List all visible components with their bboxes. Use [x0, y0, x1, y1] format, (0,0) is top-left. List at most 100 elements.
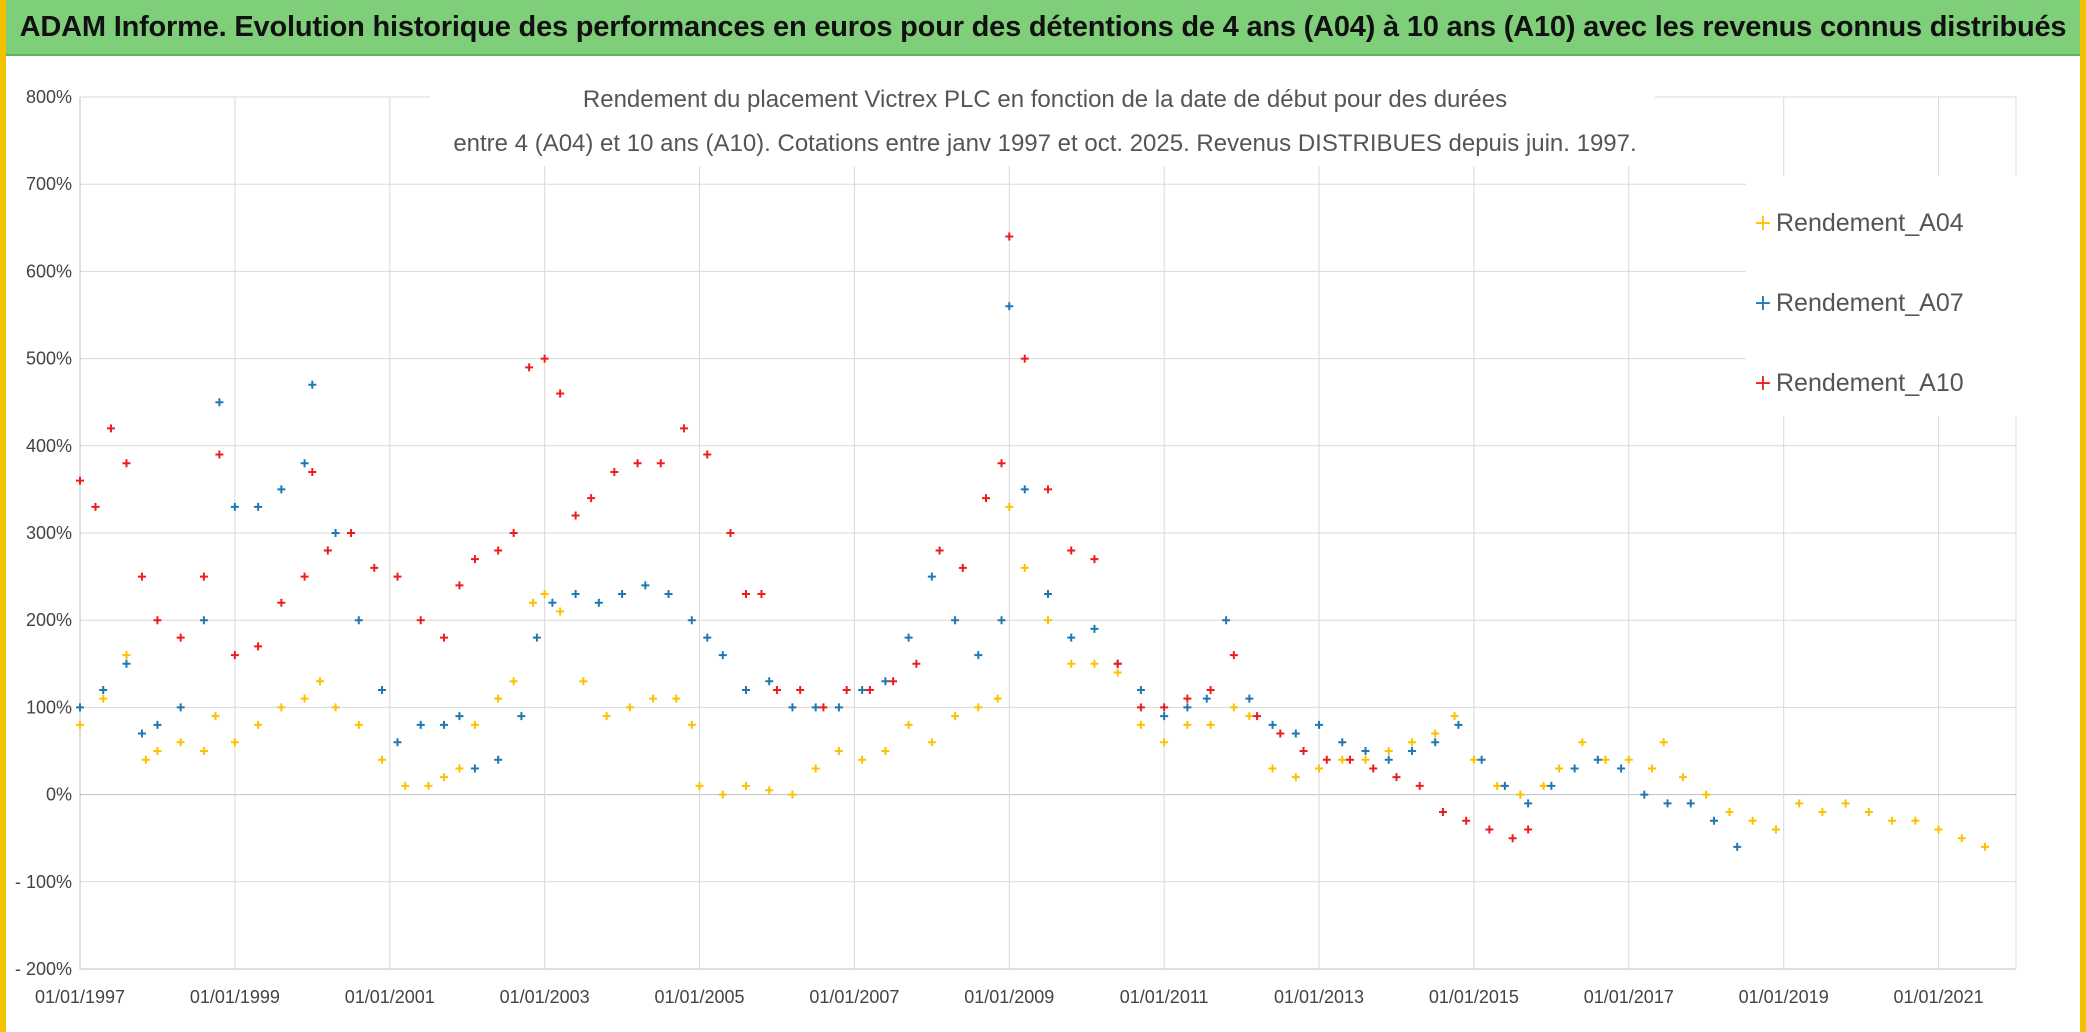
- point-a07: [834, 703, 843, 712]
- point-a07: [1361, 747, 1370, 755]
- point-a10: [1485, 825, 1494, 834]
- point-a04: [687, 720, 696, 729]
- point-a04: [254, 720, 263, 729]
- point-a04: [718, 790, 727, 799]
- chart-title-backdrop: [430, 82, 1655, 166]
- point-a07: [1136, 685, 1145, 694]
- point-a10: [76, 476, 84, 485]
- x-tick-label: 01/01/1999: [190, 987, 280, 1007]
- point-a04: [649, 694, 658, 703]
- point-a07: [1384, 755, 1393, 764]
- point-a07: [974, 651, 983, 660]
- point-a10: [509, 529, 518, 537]
- x-tick-label: 01/01/2015: [1429, 987, 1519, 1007]
- point-a07: [1338, 738, 1347, 747]
- series-a07: [76, 302, 1742, 851]
- point-a04: [1469, 755, 1478, 764]
- point-a10: [215, 450, 224, 459]
- point-a04: [1067, 659, 1076, 668]
- point-a04: [1206, 720, 1215, 729]
- point-a10: [153, 616, 162, 625]
- point-a04: [1702, 790, 1711, 799]
- point-a07: [571, 590, 580, 599]
- point-a04: [1338, 755, 1347, 764]
- point-a04: [1493, 781, 1502, 790]
- x-tick-label: 01/01/2001: [345, 987, 435, 1007]
- point-a07: [641, 581, 650, 590]
- point-a10: [254, 642, 263, 651]
- point-a04: [741, 781, 750, 790]
- point-a04: [277, 703, 286, 712]
- point-a10: [230, 651, 239, 660]
- point-a04: [1268, 764, 1277, 773]
- point-a04: [230, 738, 239, 747]
- point-a04: [199, 747, 208, 755]
- point-a04: [331, 703, 340, 712]
- point-a10: [176, 633, 185, 642]
- x-tick-label: 01/01/2021: [1894, 987, 1984, 1007]
- point-a10: [1067, 546, 1076, 555]
- point-a07: [788, 703, 797, 712]
- legend-label-a04: Rendement_A04: [1776, 209, 1964, 237]
- point-a04: [1648, 764, 1657, 773]
- point-a10: [1524, 825, 1533, 834]
- point-a04: [455, 764, 464, 773]
- point-a04: [1771, 825, 1780, 834]
- point-a10: [1438, 808, 1447, 817]
- report-banner: ADAM Informe. Evolution historique des p…: [6, 0, 2080, 56]
- point-a04: [1555, 764, 1564, 773]
- point-a04: [141, 755, 150, 764]
- point-a10: [757, 590, 766, 599]
- point-a04: [378, 755, 387, 764]
- point-a04: [788, 790, 797, 799]
- point-a10: [772, 685, 781, 694]
- point-a10: [571, 511, 580, 520]
- point-a10: [912, 659, 921, 668]
- point-a10: [416, 616, 425, 625]
- point-a07: [858, 685, 867, 694]
- point-a07: [904, 633, 913, 642]
- plot-background: [64, 62, 2024, 1024]
- point-a04: [494, 694, 503, 703]
- point-a07: [378, 685, 387, 694]
- point-a07: [765, 677, 774, 686]
- point-a04: [625, 703, 634, 712]
- x-tick-label: 01/01/2007: [809, 987, 899, 1007]
- point-a04: [1841, 799, 1850, 808]
- point-a04: [1160, 738, 1169, 747]
- point-a04: [1911, 816, 1920, 825]
- point-a10: [556, 389, 565, 398]
- x-tick-label: 01/01/2005: [654, 987, 744, 1007]
- point-a10: [1369, 764, 1378, 773]
- point-a07: [1640, 790, 1649, 799]
- point-a07: [1090, 624, 1099, 633]
- point-a04: [300, 694, 309, 703]
- point-a04: [401, 781, 410, 790]
- point-a10: [1020, 354, 1029, 363]
- point-a10: [1299, 747, 1308, 755]
- point-a10: [308, 467, 317, 476]
- point-a04: [951, 712, 960, 721]
- point-a04: [470, 720, 479, 729]
- point-a04: [602, 712, 611, 721]
- legend-backdrop: [1746, 176, 2026, 416]
- point-a10: [525, 363, 534, 372]
- point-a04: [1020, 563, 1029, 572]
- point-a10: [958, 563, 967, 572]
- point-a04: [765, 786, 774, 795]
- legend-label-a07: Rendement_A07: [1776, 289, 1964, 317]
- point-a04: [1679, 773, 1688, 782]
- point-a10: [1113, 659, 1122, 668]
- point-a10: [122, 459, 131, 468]
- legend-marker-a10: +: [1754, 371, 1772, 396]
- point-a07: [1547, 781, 1556, 790]
- point-a04: [424, 781, 433, 790]
- point-a07: [548, 598, 557, 607]
- point-a04: [1981, 842, 1990, 851]
- point-a07: [199, 616, 208, 625]
- point-a10: [455, 581, 464, 590]
- point-a04: [1245, 712, 1254, 721]
- point-a10: [842, 685, 851, 694]
- point-a07: [1315, 720, 1324, 729]
- point-a04: [540, 590, 549, 599]
